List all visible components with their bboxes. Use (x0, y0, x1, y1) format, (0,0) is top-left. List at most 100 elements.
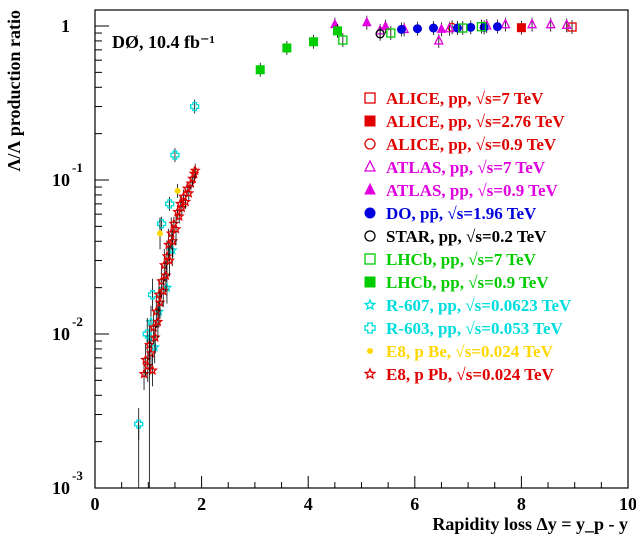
data-point (160, 269, 172, 281)
data-point (309, 37, 319, 47)
data-point (170, 150, 180, 160)
legend-marker (364, 230, 376, 242)
series-7 (338, 19, 487, 48)
y-tick-label: 10 (52, 170, 70, 190)
legend-label: ATLAS, pp, √s=0.9 TeV (386, 181, 558, 200)
data-point (145, 347, 157, 358)
data-point (180, 196, 192, 207)
legend-marker (364, 92, 376, 104)
data-point (479, 22, 489, 32)
legend-label: LHCb, pp, √s=7 TeV (386, 250, 537, 269)
data-point (189, 165, 201, 176)
data-point (138, 368, 150, 379)
legend-label: ATLAS, pp, √s=7 TeV (386, 158, 546, 177)
series-4 (330, 15, 447, 37)
data-point (185, 177, 197, 189)
legend-marker (364, 138, 376, 150)
data-point (190, 101, 200, 112)
data-point (362, 16, 372, 27)
data-point (164, 254, 176, 266)
legend-label: STAR, pp, √s=0.2 TeV (386, 227, 547, 246)
data-point (428, 23, 438, 33)
data-point (282, 43, 292, 53)
data-point (527, 18, 538, 29)
data-point (255, 65, 265, 75)
data-point (181, 182, 193, 194)
data-point (183, 187, 195, 198)
data-point (492, 22, 502, 32)
legend-marker (364, 182, 376, 195)
legend-label: R-607, pp, √s=0.0623 TeV (386, 296, 572, 315)
legend-marker (364, 115, 376, 127)
data-point (380, 20, 391, 31)
x-axis-label: Rapidity loss Δy = y_p - y (432, 514, 628, 534)
data-point (458, 23, 468, 33)
series-8 (255, 23, 343, 77)
data-point (561, 18, 572, 29)
legend-label: ALICE, pp, √s=0.9 TeV (386, 135, 557, 154)
data-point (436, 23, 447, 33)
data-point (140, 354, 152, 365)
series-6 (375, 26, 385, 41)
data-point (333, 26, 343, 36)
data-point (386, 28, 396, 38)
y-tick-exponent: -1 (72, 160, 83, 175)
data-point (170, 223, 182, 234)
legend-marker (363, 367, 377, 380)
legend-label: R-603, pp, √s=0.053 TeV (386, 319, 563, 338)
series-0 (567, 20, 577, 35)
data-point (396, 24, 406, 34)
legend-label: LHCb, pp, √s=0.9 TeV (386, 273, 549, 292)
data-point (433, 34, 444, 45)
y-tick-label: 10 (52, 478, 70, 498)
legend-marker (367, 348, 373, 354)
x-tick-label: 10 (619, 494, 636, 514)
legend-marker (364, 322, 376, 334)
data-point (168, 217, 180, 229)
y-axis-label: Λ/Λ production ratio (4, 10, 24, 171)
y-tick-exponent: -3 (72, 468, 83, 483)
data-point (147, 290, 158, 300)
legend-marker (364, 253, 376, 265)
x-tick-label: 4 (304, 494, 313, 514)
legend-label: DO, pp̄, √s=1.96 TeV (386, 204, 537, 223)
x-tick-label: 8 (517, 494, 526, 514)
series-5 (396, 19, 502, 37)
legend-label: ALICE, pp, √s=2.76 TeV (386, 112, 565, 131)
y-tick-label: 10 (52, 324, 70, 344)
data-point (157, 230, 164, 237)
data-point (476, 22, 487, 32)
legend: ALICE, pp, √s=7 TeV ALICE, pp, √s=2.76 Te… (363, 89, 572, 384)
x-tick-label: 6 (410, 494, 419, 514)
annotation-text: DØ, 10.4 fb⁻¹ (112, 32, 215, 52)
data-point (500, 18, 511, 29)
data-point (156, 219, 167, 229)
legend-label: E8, p Pb, √s=0.024 TeV (386, 365, 555, 384)
legend-marker (364, 276, 376, 288)
data-point (338, 35, 348, 45)
series-12 (138, 163, 201, 390)
data-point (444, 22, 455, 33)
legend-label: E8, p Be, √s=0.024 TeV (386, 342, 554, 361)
data-point (412, 24, 422, 34)
data-point (567, 22, 577, 32)
data-point (173, 210, 185, 222)
legend-marker (363, 298, 377, 311)
series-3 (375, 17, 572, 48)
data-point (174, 187, 181, 194)
series-1 (516, 20, 526, 35)
annotation-label: DØ, 10.4 fb⁻¹ (112, 32, 215, 52)
y-tick-exponent: -2 (72, 314, 83, 329)
data-points (134, 15, 577, 488)
data-point (375, 29, 385, 39)
data-point (164, 199, 175, 209)
x-tick-label: 0 (91, 494, 100, 514)
legend-marker (363, 159, 377, 172)
data-point (134, 419, 144, 429)
data-point (545, 18, 556, 29)
data-point (516, 23, 526, 33)
legend-marker (364, 207, 376, 219)
legend-label: ALICE, pp, √s=7 TeV (386, 89, 544, 108)
data-point (466, 22, 476, 32)
